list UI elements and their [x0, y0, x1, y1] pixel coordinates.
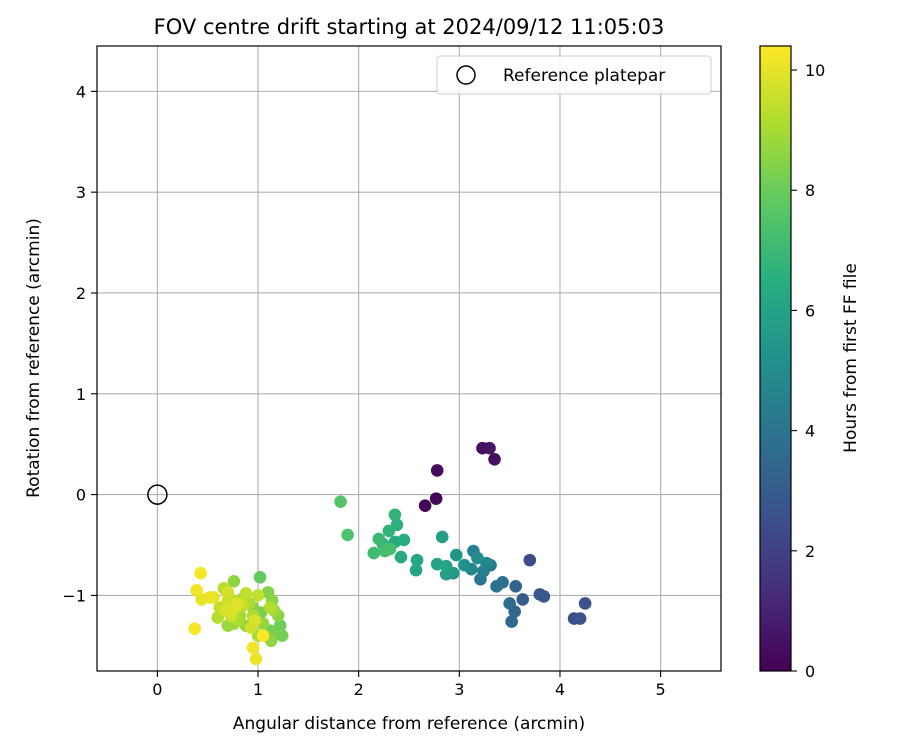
data-point	[483, 441, 496, 455]
data-point	[334, 495, 347, 508]
data-point	[410, 553, 424, 567]
colorbar-tick-label: 8	[805, 181, 815, 200]
colorbar-tick-label: 10	[805, 61, 825, 80]
data-point	[450, 548, 463, 562]
data-point	[573, 612, 587, 625]
data-point	[503, 597, 516, 610]
data-point	[394, 550, 408, 564]
data-point	[458, 558, 471, 572]
data-point	[471, 551, 484, 565]
data-points	[188, 441, 592, 666]
data-point	[190, 584, 203, 597]
colorbar: 0 2 4 6 8 10 Hours from first FF file	[759, 45, 861, 681]
grid	[97, 46, 721, 671]
x-tick-label: 2	[354, 680, 364, 699]
chart-title: FOV centre drift starting at 2024/09/12 …	[154, 15, 665, 39]
data-point	[490, 580, 503, 593]
data-point	[194, 566, 207, 580]
data-point	[248, 614, 262, 627]
x-tick-label: 3	[454, 680, 464, 699]
data-point	[578, 597, 592, 610]
colorbar-label: Hours from first FF file	[841, 263, 861, 453]
data-point	[429, 492, 443, 505]
data-point	[221, 586, 235, 599]
colorbar-tick-label: 4	[805, 422, 815, 441]
data-point	[263, 601, 277, 614]
data-point	[367, 546, 381, 560]
data-point	[382, 524, 396, 538]
data-point	[249, 652, 263, 666]
data-point	[397, 533, 411, 547]
x-tick-label: 0	[152, 680, 162, 699]
data-point	[246, 641, 260, 655]
data-point	[251, 589, 265, 602]
colorbar-ticks: 0 2 4 6 8 10	[791, 61, 825, 681]
data-point	[509, 580, 522, 593]
y-tick-label: 4	[76, 82, 86, 101]
x-axis-ticks: 0 1 2 3 4 5	[152, 671, 666, 699]
legend-marker	[456, 65, 476, 85]
colorbar-tick-label: 2	[805, 542, 815, 561]
data-point	[372, 532, 386, 546]
y-tick-label: 1	[76, 385, 86, 404]
data-point	[435, 530, 449, 544]
data-point	[256, 629, 270, 643]
x-tick-label: 4	[555, 680, 565, 699]
x-tick-label: 5	[656, 680, 666, 699]
data-point	[253, 570, 267, 584]
data-point	[409, 563, 423, 577]
y-axis-ticks: −1 0 1 2 3 4	[62, 82, 97, 605]
y-tick-label: 0	[76, 486, 86, 505]
x-tick-label: 1	[253, 680, 263, 699]
legend-box	[436, 55, 712, 95]
colorbar-tick-label: 6	[805, 301, 815, 320]
data-point	[533, 588, 547, 601]
colorbar-tick-label: 0	[805, 662, 815, 681]
x-axis-label: Angular distance from reference (arcmin)	[233, 714, 585, 734]
data-point	[203, 591, 217, 604]
data-point	[418, 499, 432, 512]
data-point	[341, 528, 354, 542]
y-tick-label: 3	[76, 183, 86, 202]
y-axis-label: Rotation from reference (arcmin)	[24, 218, 44, 498]
data-point	[231, 597, 245, 610]
data-point	[188, 622, 201, 635]
legend-label: Reference platepar	[503, 66, 665, 86]
y-tick-label: −1	[62, 586, 86, 605]
data-point	[488, 453, 501, 466]
data-point	[383, 542, 397, 556]
data-point	[388, 508, 402, 522]
data-point	[430, 464, 444, 477]
data-point	[439, 559, 453, 573]
reference-point	[147, 484, 168, 505]
data-point	[505, 615, 518, 628]
data-point	[239, 587, 253, 600]
data-point	[516, 593, 530, 606]
y-tick-label: 2	[76, 284, 86, 303]
reference-marker	[147, 484, 168, 505]
data-point	[523, 553, 537, 567]
plot-frame	[96, 45, 722, 672]
data-point	[227, 574, 241, 588]
colorbar-gradient	[759, 45, 792, 672]
legend: Reference platepar	[436, 55, 712, 95]
